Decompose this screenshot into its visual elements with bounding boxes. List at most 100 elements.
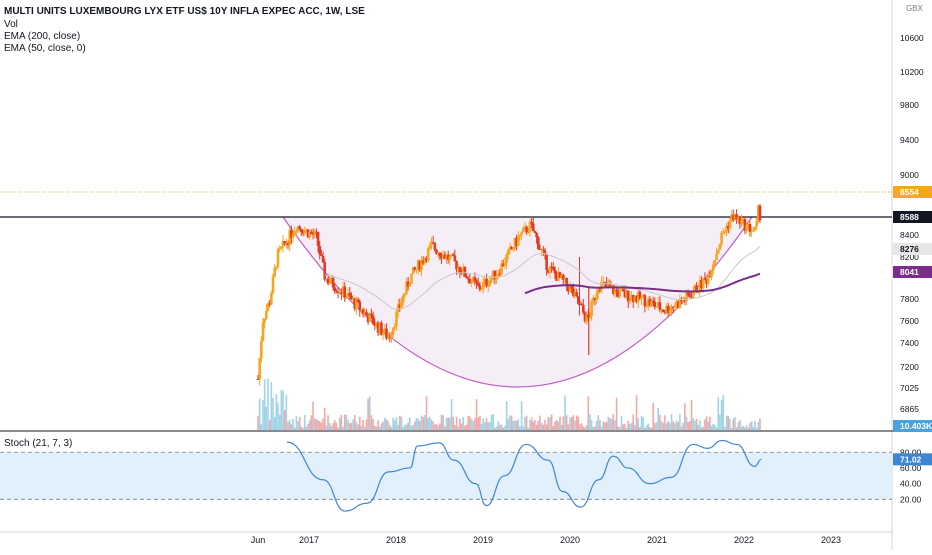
candle-body bbox=[335, 291, 338, 293]
volume-bar bbox=[519, 426, 521, 430]
volume-bar bbox=[602, 421, 605, 430]
candle-body bbox=[651, 300, 655, 302]
candle-body bbox=[275, 266, 278, 268]
price-tick-label: 10600 bbox=[900, 33, 924, 43]
volume-bar bbox=[562, 416, 565, 430]
volume-bar bbox=[480, 423, 483, 430]
ema200-badge: 8041 bbox=[900, 267, 919, 277]
candle-body bbox=[428, 245, 432, 249]
candle-body bbox=[648, 299, 652, 306]
legend-vol: Vol bbox=[4, 19, 18, 30]
volume-bar bbox=[525, 415, 528, 430]
volume-bar bbox=[325, 425, 328, 430]
candle-body bbox=[436, 252, 440, 254]
volume-bar bbox=[679, 414, 681, 430]
candle-body bbox=[311, 233, 315, 235]
candle-body bbox=[725, 226, 728, 232]
candle-body bbox=[588, 316, 592, 318]
candle-body bbox=[700, 279, 703, 289]
candle-body bbox=[660, 309, 663, 311]
candle-body bbox=[543, 250, 547, 254]
candle-body bbox=[273, 267, 276, 277]
volume-bar bbox=[265, 407, 268, 430]
volume-bar bbox=[320, 422, 323, 430]
volume-bar bbox=[497, 421, 500, 430]
price-tick-label: 9000 bbox=[900, 170, 919, 180]
volume-bar bbox=[437, 425, 439, 430]
candle-body bbox=[600, 281, 603, 291]
candle-body bbox=[726, 226, 730, 229]
volume-bar bbox=[390, 427, 393, 430]
volume-bar bbox=[570, 417, 573, 430]
price-tick-label: 10200 bbox=[900, 67, 924, 77]
candle-body bbox=[515, 237, 518, 246]
candle-body bbox=[446, 254, 450, 260]
candle-body bbox=[555, 273, 558, 281]
volume-bar bbox=[675, 420, 678, 430]
candle-body bbox=[498, 273, 502, 275]
volume-bar bbox=[719, 414, 721, 430]
volume-bar bbox=[517, 419, 520, 430]
price-tick-label: 8200 bbox=[900, 252, 919, 262]
volume-bar bbox=[474, 418, 476, 430]
volume-bar bbox=[432, 421, 434, 430]
volume-bar bbox=[467, 415, 470, 430]
candle-body bbox=[431, 242, 435, 244]
candle-body bbox=[270, 293, 273, 305]
candle-body bbox=[585, 314, 588, 322]
volume-bar bbox=[700, 427, 703, 430]
candle-body bbox=[572, 288, 575, 296]
candle-body bbox=[705, 279, 708, 284]
candle-body bbox=[358, 301, 362, 311]
candle-body bbox=[350, 295, 353, 300]
volume-bar bbox=[537, 420, 540, 430]
volume-bar bbox=[415, 418, 418, 430]
candle-body bbox=[542, 249, 545, 251]
candle-body bbox=[481, 282, 485, 289]
volume-bar bbox=[449, 417, 451, 430]
candle-body bbox=[490, 277, 493, 280]
candle-body bbox=[521, 228, 525, 233]
candle-body bbox=[511, 248, 515, 250]
candle-body bbox=[668, 310, 672, 314]
candle-body bbox=[723, 231, 727, 233]
volume-bar bbox=[697, 424, 700, 430]
volume-bar bbox=[430, 419, 433, 430]
volume-bar bbox=[630, 423, 633, 430]
volume-bar bbox=[755, 427, 758, 430]
candle-body bbox=[500, 263, 503, 274]
volume-bar bbox=[750, 421, 753, 430]
candle-body bbox=[266, 303, 270, 311]
candle-body bbox=[361, 309, 365, 315]
candle-body bbox=[290, 230, 293, 239]
candle-body bbox=[661, 309, 665, 312]
candle-body bbox=[260, 340, 263, 359]
candle-body bbox=[333, 287, 337, 292]
volume-bar bbox=[712, 423, 715, 430]
volume-bar bbox=[258, 398, 261, 430]
stoch-label: Stoch (21, 7, 3) bbox=[4, 438, 73, 449]
candle-body bbox=[288, 230, 291, 246]
volume-bar bbox=[365, 419, 368, 430]
candle-body bbox=[411, 267, 415, 274]
volume-bar bbox=[559, 416, 561, 430]
volume-bar bbox=[277, 403, 279, 430]
volume-bar bbox=[549, 417, 551, 430]
volume-bar bbox=[322, 418, 324, 430]
volume-bar bbox=[273, 416, 276, 430]
volume-bar bbox=[757, 422, 760, 430]
candle-body bbox=[681, 299, 685, 302]
volume-bar bbox=[502, 427, 505, 430]
candle-body bbox=[343, 286, 347, 299]
volume-bar bbox=[529, 419, 531, 430]
volume-bar bbox=[515, 420, 518, 430]
volume-bar bbox=[452, 416, 455, 430]
candle-body bbox=[365, 312, 368, 316]
volume-bar bbox=[484, 422, 486, 430]
volume-bar bbox=[569, 417, 571, 430]
candle-body bbox=[593, 297, 597, 300]
candle-body bbox=[603, 281, 607, 283]
volume-bar bbox=[489, 421, 491, 430]
volume-bar bbox=[499, 424, 501, 430]
